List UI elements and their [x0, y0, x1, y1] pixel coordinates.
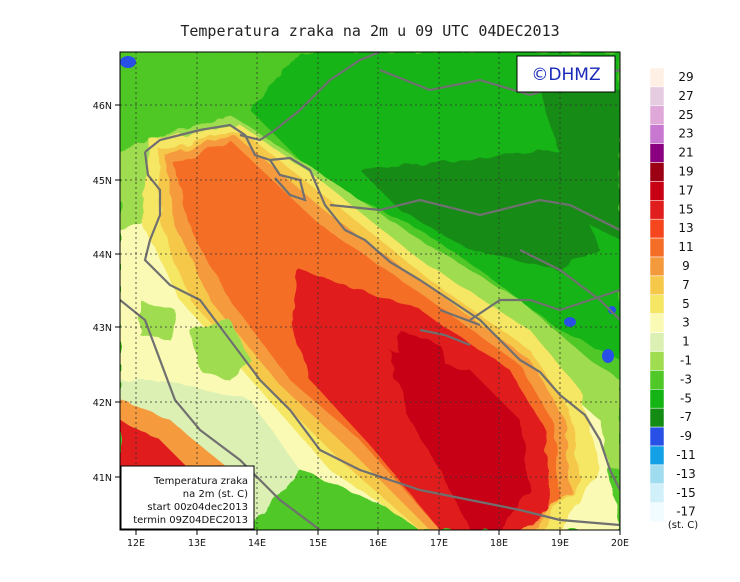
info-box: [120, 465, 255, 530]
legend-swatch: [649, 181, 665, 201]
legend-label: -7: [680, 410, 692, 424]
legend-swatch: [649, 200, 665, 220]
info-line-2: na 2m (st. C): [183, 489, 248, 500]
legend-label: 21: [678, 146, 693, 160]
info-line-3: start 00z04dec2013: [147, 502, 248, 513]
copyright-text: ©DHMZ: [531, 65, 600, 85]
longitude-label: 14E: [248, 538, 266, 549]
longitude-label: 18E: [490, 538, 508, 549]
longitude-labels: 12E 13E 14E 15E 16E 17E 18E 19E 20E: [127, 538, 629, 549]
legend-label: -13: [676, 467, 696, 481]
graticule: [115, 52, 621, 535]
legend-swatch: [649, 464, 665, 485]
legend-label: -17: [676, 505, 696, 519]
legend-swatch: [649, 256, 665, 277]
legend-swatch: [649, 389, 665, 409]
legend-swatch: [649, 332, 665, 352]
legend-label: 19: [678, 165, 693, 179]
legend-label: 25: [678, 108, 693, 122]
legend-unit: (st. C): [668, 520, 698, 531]
legend-label: 23: [678, 127, 693, 141]
legend-label: 13: [678, 221, 693, 235]
legend-label: 29: [678, 70, 693, 84]
legend-swatch: [649, 313, 665, 333]
legend-swatch: [649, 67, 665, 88]
legend-swatch: [649, 218, 665, 239]
legend-swatch: [649, 162, 665, 182]
temperature-field: [120, 52, 620, 530]
legend-swatch: [649, 105, 665, 125]
legend-label: 17: [678, 183, 693, 197]
latitude-label: 41N: [93, 473, 112, 484]
latitude-label: 43N: [93, 323, 112, 334]
legend-label: -3: [680, 372, 692, 386]
legend-label: 1: [682, 335, 690, 349]
latitude-label: 42N: [93, 398, 112, 409]
legend-swatch: [649, 407, 665, 428]
legend-swatch: [649, 502, 665, 522]
latitude-label: 44N: [93, 250, 112, 261]
longitude-label: 15E: [309, 538, 327, 549]
legend-swatch: [649, 426, 665, 447]
legend-label: -11: [676, 448, 696, 462]
longitude-label: 19E: [551, 538, 569, 549]
legend-label: 15: [678, 202, 693, 216]
latitude-label: 45N: [93, 176, 112, 187]
color-legend: 29 27 25 23 21 19 17 15 13 11 9 7 5 3 1 -1 -3 -5 -7 -9 -11 -1…: [649, 67, 696, 522]
legend-swatch: [649, 124, 665, 144]
legend-swatch: [649, 275, 665, 296]
map-title: Temperatura zraka na 2m u 09 UTC 04DEC20…: [180, 22, 560, 40]
legend-swatch: [649, 294, 665, 314]
legend-swatch: [649, 143, 665, 163]
longitude-label: 16E: [369, 538, 387, 549]
legend-swatch: [649, 351, 665, 371]
legend-swatch: [649, 237, 665, 258]
info-line-1: Temperatura zraka: [153, 476, 248, 487]
legend-label: -9: [680, 429, 692, 443]
legend-swatch: [649, 445, 665, 466]
legend-swatch: [649, 370, 665, 390]
latitude-labels: 46N 45N 44N 43N 42N 41N: [93, 101, 112, 484]
longitude-label: 12E: [127, 538, 145, 549]
copyright-box: [516, 55, 616, 93]
longitude-label: 17E: [430, 538, 448, 549]
longitude-label: 13E: [188, 538, 206, 549]
plot-frame: [119, 51, 621, 531]
legend-label: 5: [682, 297, 690, 311]
legend-label: -5: [680, 391, 692, 405]
legend-label: 3: [682, 316, 690, 330]
legend-label: 27: [678, 89, 693, 103]
info-line-4: termin 09Z04DEC2013: [133, 515, 248, 526]
legend-label: 9: [682, 259, 690, 273]
legend-label: -1: [680, 354, 692, 368]
legend-label: -15: [676, 486, 696, 500]
legend-swatch: [649, 483, 665, 503]
legend-label: 11: [678, 240, 693, 254]
latitude-label: 46N: [93, 101, 112, 112]
legend-swatch: [649, 86, 665, 107]
coastlines: [120, 52, 620, 530]
legend-label: 7: [682, 278, 690, 292]
longitude-label: 20E: [611, 538, 629, 549]
